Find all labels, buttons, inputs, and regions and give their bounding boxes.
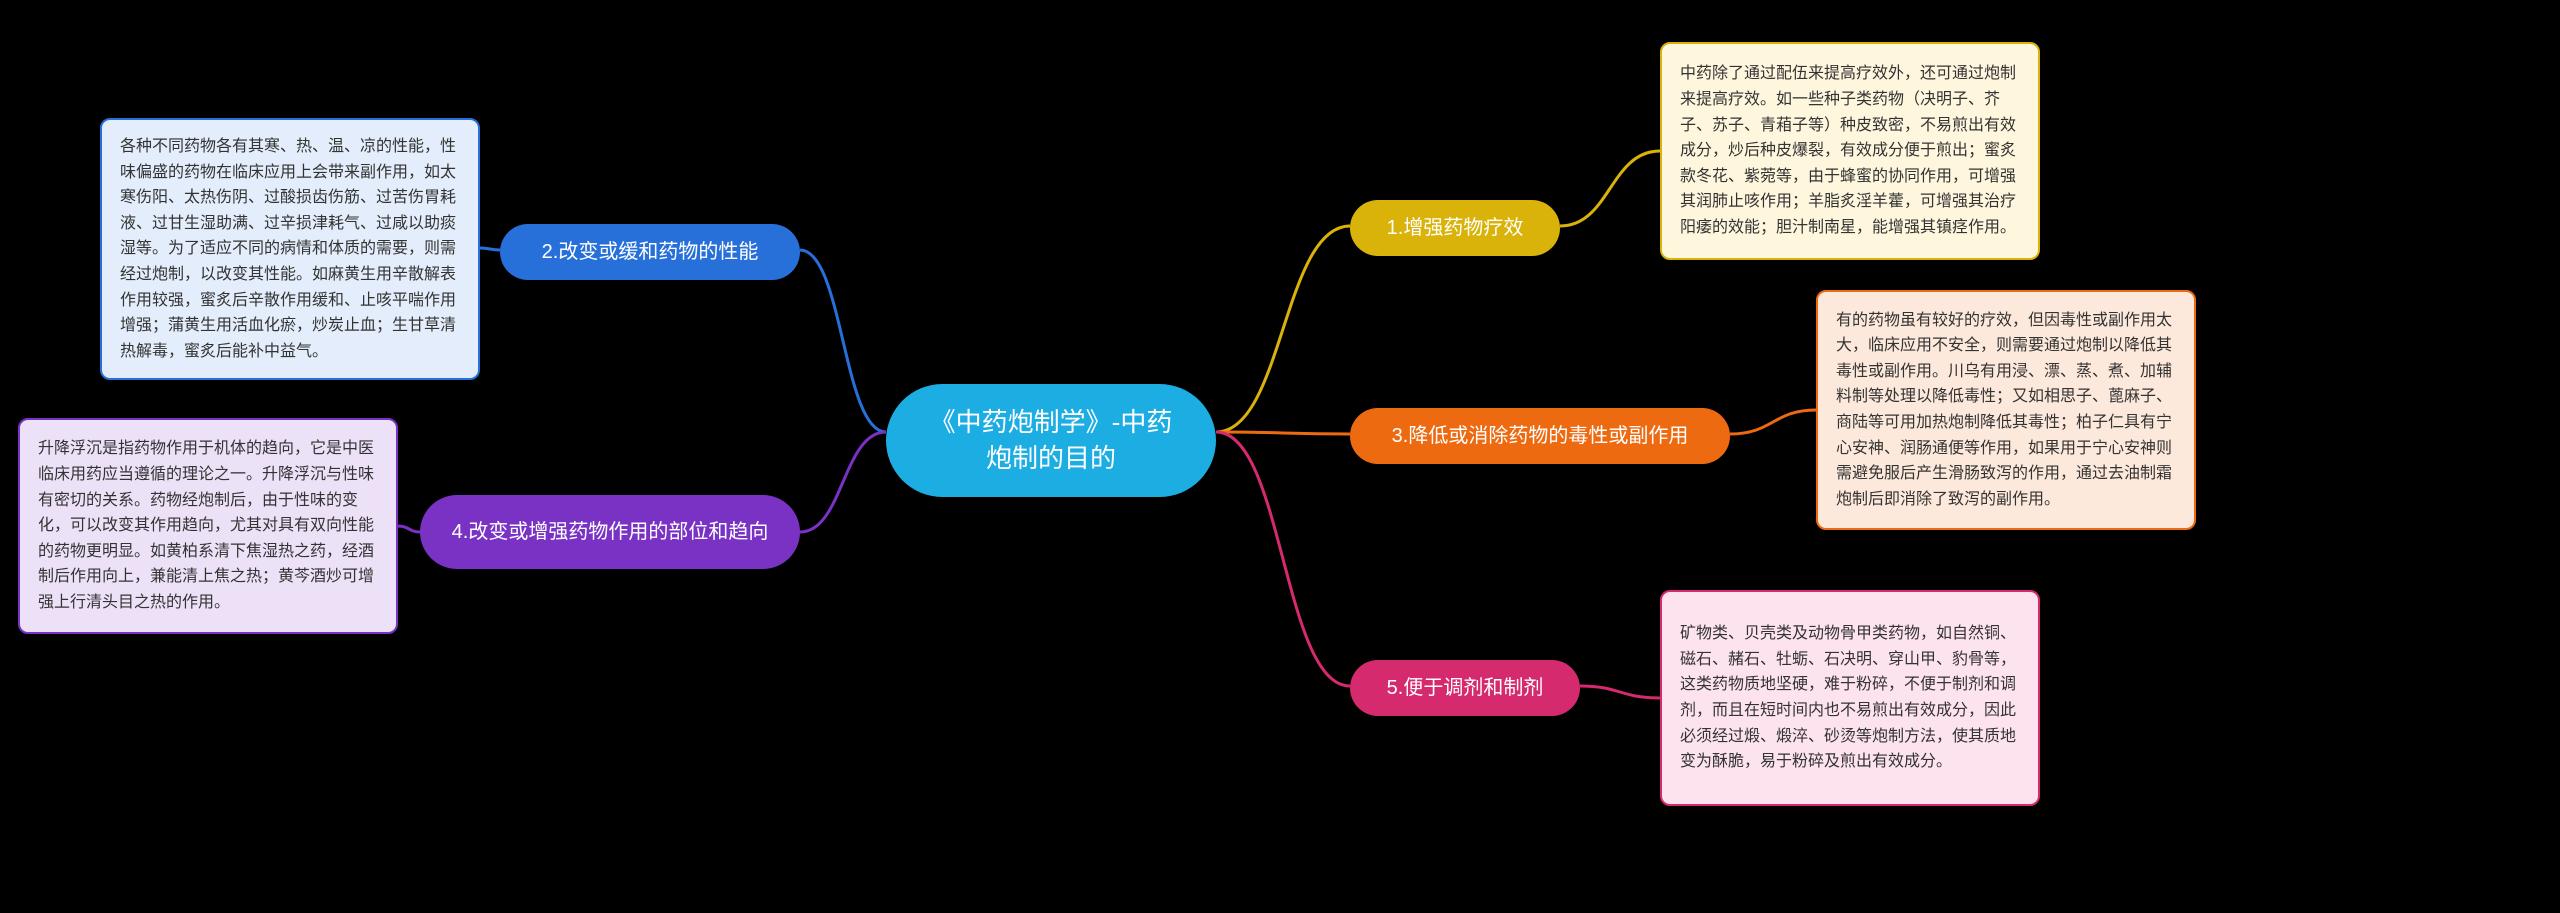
- edge: [1216, 432, 1350, 434]
- edge: [398, 526, 420, 532]
- desc-b5[interactable]: 矿物类、贝壳类及动物骨甲类药物，如自然铜、磁石、赭石、牡蛎、石决明、穿山甲、豹骨…: [1660, 590, 2040, 806]
- edge: [800, 432, 886, 532]
- root-node[interactable]: 《中药炮制学》-中药炮制的目的: [886, 384, 1216, 497]
- edge: [1216, 432, 1350, 686]
- edge: [480, 248, 500, 250]
- edge: [1730, 410, 1816, 434]
- desc-b3-label: 有的药物虽有较好的疗效，但因毒性或副作用太大，临床应用不安全，则需要通过炮制以降…: [1836, 308, 2176, 513]
- desc-b1[interactable]: 中药除了通过配伍来提高疗效外，还可通过炮制来提高疗效。如一些种子类药物（决明子、…: [1660, 42, 2040, 260]
- branch-b3[interactable]: 3.降低或消除药物的毒性或副作用: [1350, 408, 1730, 464]
- desc-b4-label: 升降浮沉是指药物作用于机体的趋向，它是中医临床用药应当遵循的理论之一。升降浮沉与…: [38, 436, 378, 615]
- edge: [800, 250, 886, 432]
- mindmap-canvas: 《中药炮制学》-中药炮制的目的 1.增强药物疗效 中药除了通过配伍来提高疗效外，还可…: [0, 0, 2560, 913]
- desc-b1-label: 中药除了通过配伍来提高疗效外，还可通过炮制来提高疗效。如一些种子类药物（决明子、…: [1680, 61, 2020, 240]
- branch-b1-label: 1.增强药物疗效: [1387, 214, 1524, 242]
- edge: [1580, 686, 1660, 698]
- desc-b3[interactable]: 有的药物虽有较好的疗效，但因毒性或副作用太大，临床应用不安全，则需要通过炮制以降…: [1816, 290, 2196, 530]
- branch-b3-label: 3.降低或消除药物的毒性或副作用: [1392, 422, 1689, 450]
- desc-b2[interactable]: 各种不同药物各有其寒、热、温、凉的性能，性味偏盛的药物在临床应用上会带来副作用，…: [100, 118, 480, 380]
- desc-b5-label: 矿物类、贝壳类及动物骨甲类药物，如自然铜、磁石、赭石、牡蛎、石决明、穿山甲、豹骨…: [1680, 621, 2020, 775]
- desc-b2-label: 各种不同药物各有其寒、热、温、凉的性能，性味偏盛的药物在临床应用上会带来副作用，…: [120, 134, 460, 364]
- edge: [1560, 151, 1660, 226]
- desc-b4[interactable]: 升降浮沉是指药物作用于机体的趋向，它是中医临床用药应当遵循的理论之一。升降浮沉与…: [18, 418, 398, 634]
- branch-b4[interactable]: 4.改变或增强药物作用的部位和趋向: [420, 495, 800, 569]
- branch-b4-label: 4.改变或增强药物作用的部位和趋向: [452, 518, 769, 546]
- branch-b2-label: 2.改变或缓和药物的性能: [542, 238, 759, 266]
- branch-b1[interactable]: 1.增强药物疗效: [1350, 200, 1560, 256]
- branch-b5-label: 5.便于调剂和制剂: [1387, 674, 1544, 702]
- branch-b2[interactable]: 2.改变或缓和药物的性能: [500, 224, 800, 280]
- root-node-label: 《中药炮制学》-中药炮制的目的: [926, 404, 1176, 477]
- branch-b5[interactable]: 5.便于调剂和制剂: [1350, 660, 1580, 716]
- edge: [1216, 226, 1350, 432]
